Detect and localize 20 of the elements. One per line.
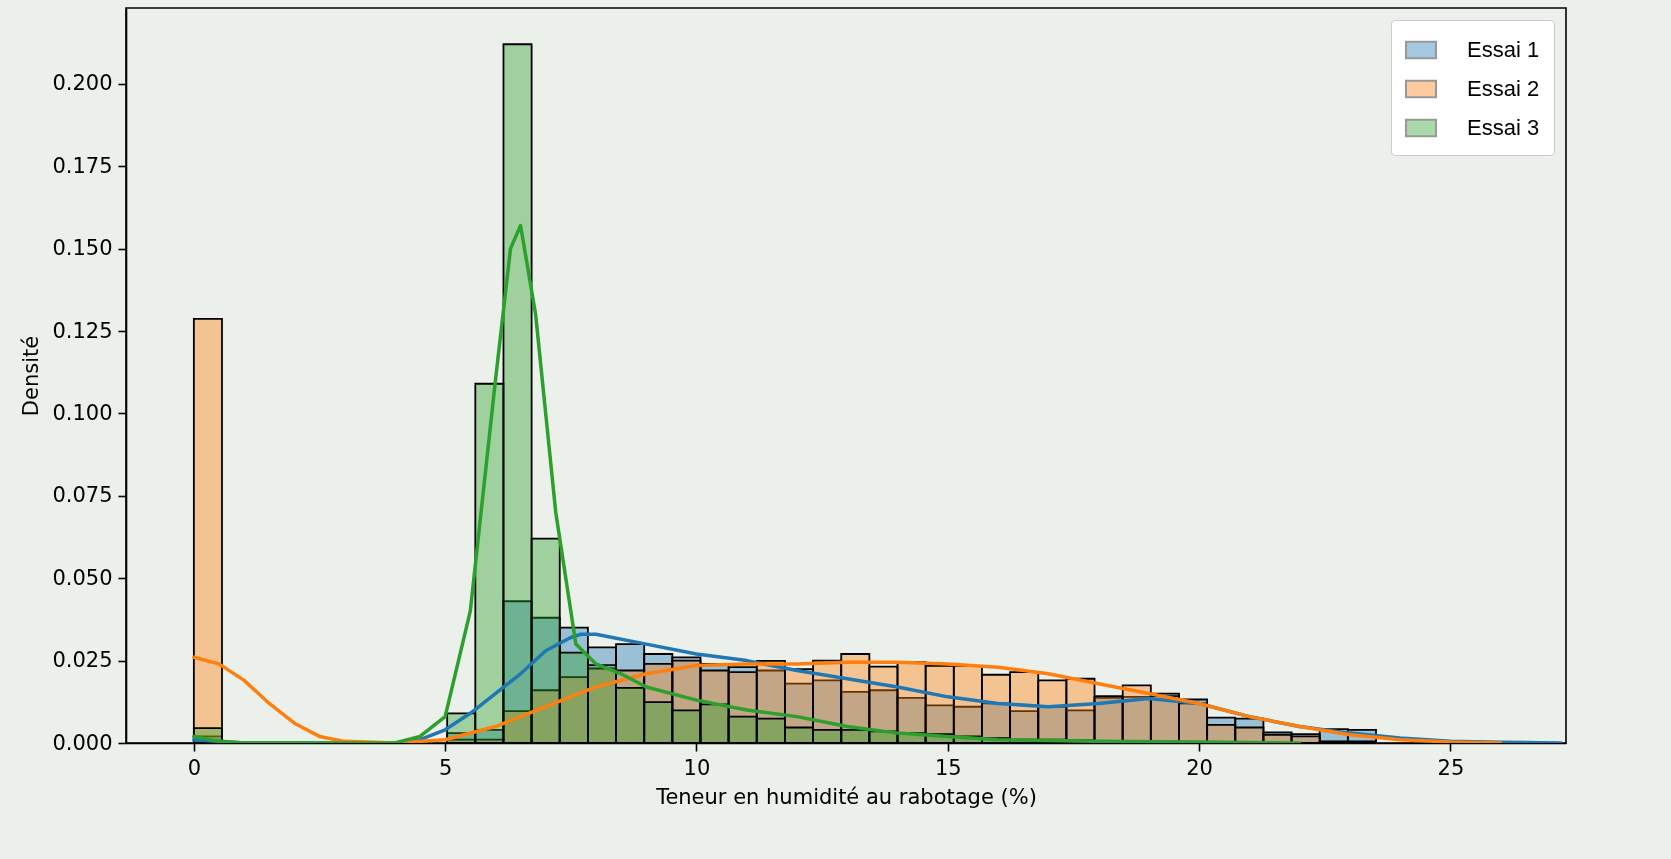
- y-tick-label: 0.100: [52, 400, 113, 425]
- y-tick-label: 0.200: [52, 71, 113, 96]
- y-tick-label: 0.000: [52, 730, 113, 755]
- y-tick-label: 0.050: [52, 565, 113, 590]
- x-tick-label: 15: [934, 755, 962, 780]
- y-tick-label: 0.125: [52, 318, 113, 343]
- x-axis-title: Teneur en humidité au rabotage (%): [655, 784, 1037, 809]
- x-tick-label: 0: [187, 755, 202, 780]
- legend-label: Essai 3: [1467, 115, 1540, 140]
- y-tick-label: 0.175: [52, 153, 113, 178]
- y-axis-title: Densité: [19, 335, 44, 417]
- y-tick-label: 0.075: [52, 483, 113, 508]
- y-tick-label: 0.025: [52, 648, 113, 673]
- x-tick-label: 25: [1437, 755, 1465, 780]
- y-tick-label: 0.150: [52, 236, 113, 261]
- legend-label: Essai 2: [1467, 76, 1540, 101]
- x-tick-label: 20: [1186, 755, 1213, 780]
- x-tick-label: 10: [683, 755, 711, 780]
- legend-label: Essai 1: [1467, 37, 1540, 62]
- x-tick-label: 5: [438, 755, 453, 780]
